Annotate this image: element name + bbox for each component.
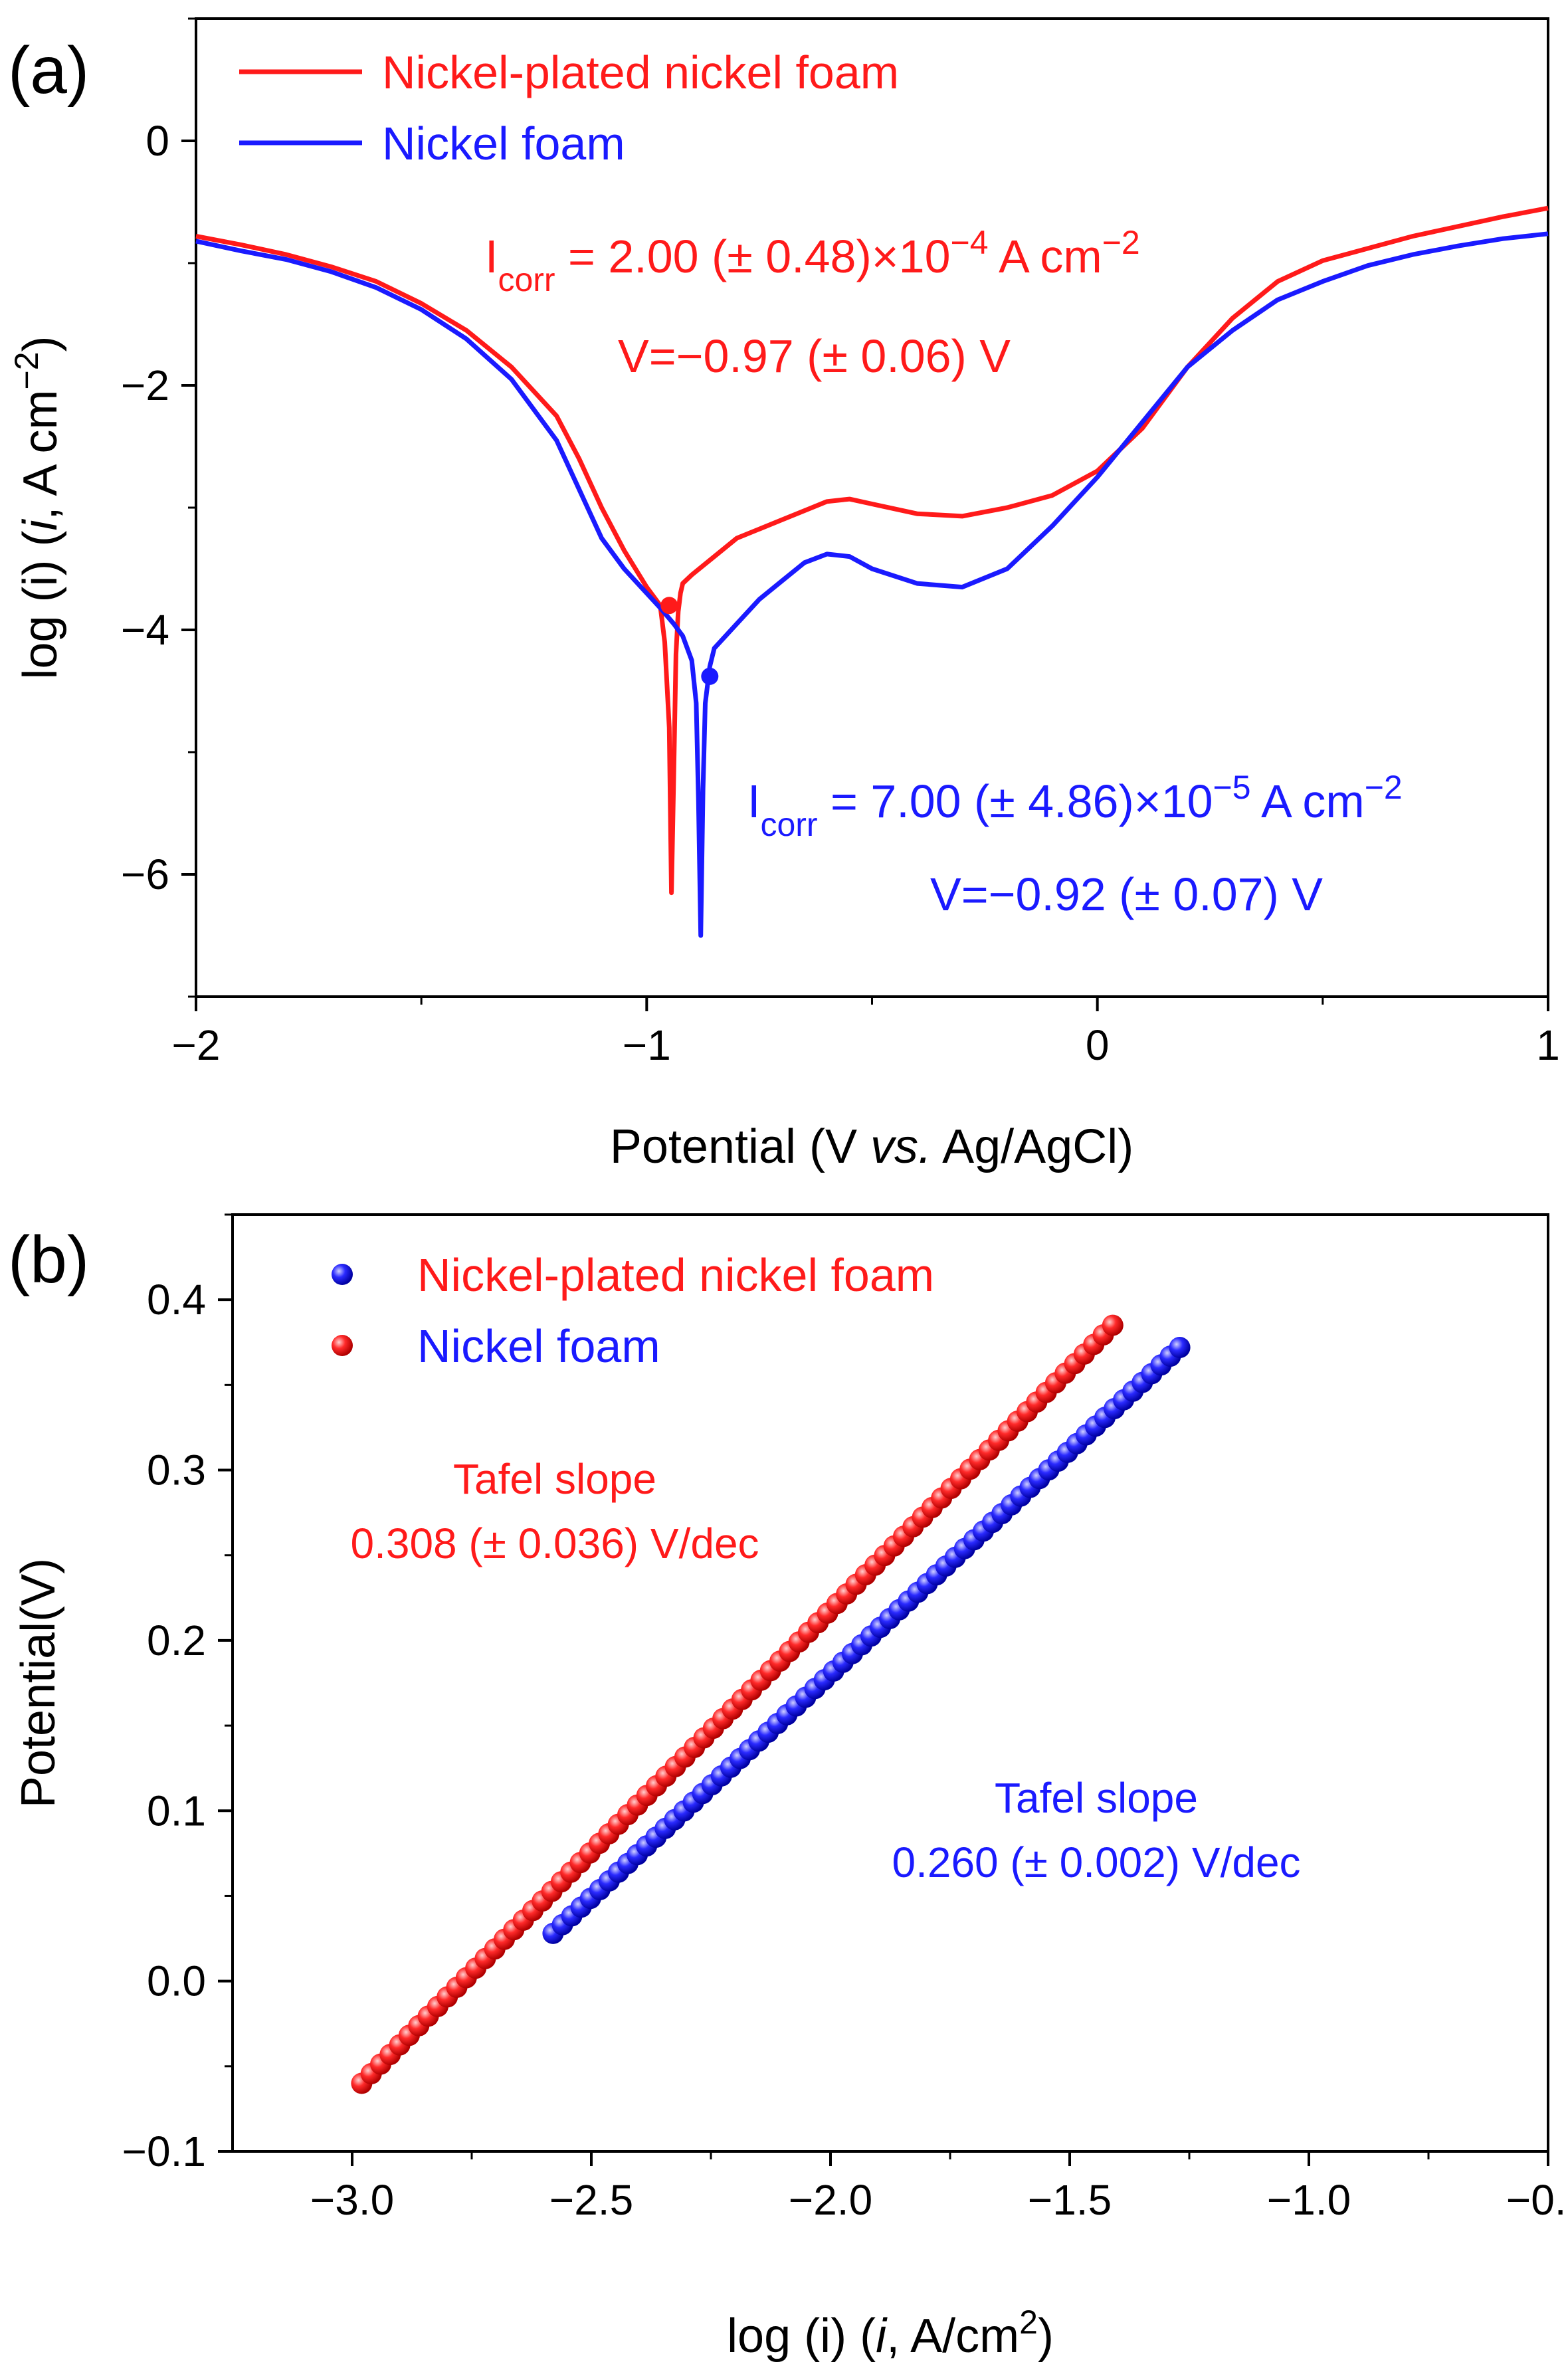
icorr-red-I: I [485,231,498,282]
a-xlabel-post: Ag/AgCl) [931,1120,1133,1173]
a-corrosion-point-nickel-plated [660,597,678,615]
panel-b-y-axis: −0.1 0.0 0.1 0.2 0.3 0.4 [122,1213,233,2175]
icorr-blue-unit-exp: −2 [1365,769,1403,806]
b-xlabel-sup: 2 [1019,2304,1038,2341]
b-y-tick-label-5: 0.4 [147,1276,206,1324]
legend-marker-nickel-plated [332,1264,353,1285]
b-x-tick-label-0: −3.0 [310,2176,394,2224]
legend-b-label-nickel-plated: Nickel-plated nickel foam [417,1249,934,1301]
b-x-tick-label-4: −1.0 [1267,2176,1351,2224]
b-y-tick-label-0: −0.1 [122,2128,206,2175]
panel-b-plot-frame [231,1213,1549,2153]
panel-a-x-axis: −2 −1 0 1 [172,997,1560,1069]
b-xlabel-italic: i [876,2310,888,2363]
b-y-tick-label-2: 0.1 [147,1787,206,1834]
a-series-line-nickel-foam [195,231,1549,938]
annotation-blue-tafel-title: Tafel slope [995,1774,1198,1822]
legend-marker-nickel-foam [332,1335,353,1356]
a-x-tick-label-2: 0 [1086,1021,1110,1069]
legend-label-nickel-plated: Nickel-plated nickel foam [382,47,899,98]
icorr-blue-unit: A cm [1251,775,1365,827]
b-x-tick-label-3: −1.5 [1028,2176,1112,2224]
b-point [1169,1337,1191,1358]
b-y-tick-label-3: 0.2 [147,1617,206,1664]
panel-a-legend: Nickel-plated nickel foam Nickel foam [239,47,899,169]
annotation-red-tafel-value: 0.308 (± 0.036) V/dec [350,1520,759,1567]
b-x-tick-label-5: −0.5 [1506,2176,1568,2224]
a-x-tick-label-1: −1 [623,1021,671,1069]
panel-a-label: (a) [8,33,89,108]
panel-b-x-axis: −3.0 −2.5 −2.0 −1.5 −1.0 −0.5 [310,2151,1568,2224]
panel-b-series-group [351,1314,1191,2094]
panel-b-y-axis-title: Potential(V) [12,1558,65,1808]
annotation-red-voltage: V=−0.97 (± 0.06) V [618,330,1011,382]
a-ylabel-close: ) [14,336,67,351]
panel-a-y-axis: 0 −2 −4 −6 [121,17,196,998]
a-xlabel-pre: Potential (V [610,1120,870,1173]
b-series-blue [542,1337,1191,1944]
panel-a-y-axis-title: log (i) (i, A cm−2) [8,336,67,679]
icorr-red-unit-exp: −2 [1102,224,1140,261]
b-xlabel-post: , A/cm [886,2310,1019,2363]
b-xlabel-pre: log (i) ( [727,2310,876,2363]
annotation-blue-tafel-value: 0.260 (± 0.002) V/dec [892,1838,1300,1886]
icorr-red-exp: −4 [951,224,989,261]
a-x-tick-label-0: −2 [172,1021,221,1069]
b-series-red [351,1314,1124,2094]
a-ylabel-post: , A cm [14,389,67,520]
a-ylabel-pre: log (i) ( [14,531,67,680]
a-x-tick-label-3: 1 [1536,1021,1560,1069]
panel-b-x-axis-title: log (i) (i, A/cm2) [727,2304,1054,2363]
icorr-red-sub: corr [498,261,555,298]
b-x-tick-label-2: −2.0 [789,2176,872,2224]
panel-a-series-group [195,205,1549,938]
panel-b-chart: (b) −3.0 −2.5 −2.0 −1.5 −1.0 −0.5 −0.1 0.0 0.1 0… [8,1213,1568,2363]
annotation-blue-icorr: Icorr = 7.00 (± 4.86)×10−5 A cm−2 [747,769,1403,843]
legend-b-label-nickel-foam: Nickel foam [417,1320,660,1372]
panel-b-label: (b) [8,1223,89,1297]
icorr-blue-sub: corr [760,806,817,843]
panel-a-x-axis-title: Potential (V vs. Ag/AgCl) [610,1120,1133,1173]
a-y-tick-label-1: −2 [121,361,169,409]
a-xlabel-italic: vs. [870,1120,931,1173]
icorr-red-unit: A cm [989,231,1102,282]
annotation-red-tafel-title: Tafel slope [453,1455,656,1503]
icorr-red-mid: = 2.00 (± 0.48)×10 [555,231,951,282]
a-y-tick-label-3: −6 [121,850,169,898]
icorr-blue-mid: = 7.00 (± 4.86)×10 [818,775,1213,827]
a-ylabel-sup: −2 [8,351,45,389]
b-y-tick-label-4: 0.3 [147,1446,206,1494]
annotation-blue-voltage: V=−0.92 (± 0.07) V [930,868,1323,920]
legend-label-nickel-foam: Nickel foam [382,118,625,169]
a-y-tick-label-0: 0 [146,117,169,165]
icorr-blue-I: I [747,775,760,827]
b-point [1102,1314,1124,1336]
annotation-red-icorr: Icorr = 2.00 (± 0.48)×10−4 A cm−2 [485,224,1140,298]
icorr-blue-exp: −5 [1213,769,1251,806]
a-series-line-nickel-plated [195,205,1549,896]
a-corrosion-point-nickel-foam [701,667,719,685]
a-y-tick-label-2: −4 [121,606,169,654]
b-xlabel-close: ) [1038,2310,1054,2363]
a-ylabel-italic: i [14,519,67,531]
panel-a-chart: (a) −2 −1 0 1 0 −2 −4 −6 Nickel-plated nickel … [8,17,1560,1173]
panel-b-legend: Nickel-plated nickel foam Nickel foam [332,1249,934,1372]
b-y-tick-label-1: 0.0 [147,1957,206,2005]
b-x-tick-label-1: −2.5 [549,2176,633,2224]
